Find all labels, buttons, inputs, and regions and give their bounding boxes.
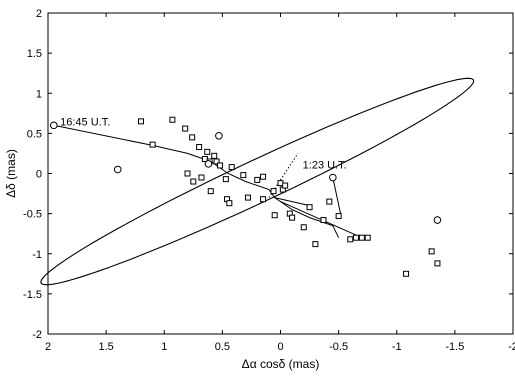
square-point (196, 144, 203, 151)
connector-line (274, 197, 310, 207)
x-tick-label: -0.5 (329, 341, 348, 353)
lines-layer (53, 124, 363, 239)
track-line (53, 124, 340, 238)
x-tick-label: 0.5 (215, 341, 230, 353)
square-point (306, 204, 313, 211)
square-point (260, 173, 267, 180)
square-point (244, 194, 251, 201)
circle-point (113, 165, 122, 174)
connector-line (332, 177, 342, 216)
y-tick-label: 2 (36, 8, 42, 20)
square-point (222, 176, 229, 183)
square-point (190, 178, 197, 185)
circle-point (433, 216, 442, 224)
y-tick-label: 1.5 (27, 48, 42, 60)
y-tick-label: -1 (32, 249, 42, 261)
square-point (271, 212, 278, 219)
y-tick-label: 0.5 (27, 128, 42, 140)
plot-frame (47, 12, 514, 335)
y-tick-label: 0 (36, 169, 42, 181)
ticks (47, 12, 514, 335)
y-tick-label: -0.5 (23, 209, 42, 221)
circle-point (50, 121, 58, 130)
square-point (270, 188, 277, 195)
square-point (228, 164, 235, 171)
square-point (184, 170, 191, 177)
square-point (289, 214, 296, 221)
x-tick-label: 1 (161, 341, 167, 353)
square-point (213, 158, 220, 165)
square-point (434, 260, 441, 267)
square-point (169, 116, 176, 123)
square-point (198, 174, 205, 181)
points-layer (50, 116, 442, 277)
square-point (364, 234, 371, 241)
square-point (149, 141, 156, 148)
square-point (428, 248, 435, 255)
x-tick-label: 1.5 (98, 341, 113, 353)
square-point (204, 148, 211, 155)
circle-point (204, 160, 213, 168)
circle-point (329, 173, 337, 182)
y-axis-label: Δδ (mas) (4, 149, 18, 198)
square-point (211, 152, 218, 159)
square-point (282, 182, 289, 189)
square-point (240, 172, 247, 179)
square-point (312, 241, 319, 248)
time-annotation: 1:23 U.T. (303, 160, 347, 172)
square-point (300, 224, 307, 231)
x-tick-label: 0 (277, 341, 283, 353)
x-tick-label: -1 (392, 341, 402, 353)
square-point (138, 118, 144, 125)
square-point (260, 196, 267, 203)
square-point (335, 213, 342, 220)
square-point (217, 162, 224, 169)
square-point (353, 234, 360, 241)
time-annotation: 16:45 U.T. (60, 116, 110, 128)
square-point (226, 200, 233, 207)
square-point (207, 188, 214, 195)
x-tick-label: 2 (45, 341, 51, 353)
tick-labels: 2 1.5 1 0.5 0 -0.5 -1 -1.5 -221.510.50-0.5-1-1.5… (23, 8, 515, 353)
x-tick-label: -2 (508, 341, 515, 353)
square-point (358, 234, 365, 241)
square-point (403, 270, 410, 277)
y-tick-label: -2 (32, 329, 42, 341)
error-ellipse (40, 77, 475, 286)
x-axis-label: Δα cosδ (mas) (242, 357, 320, 371)
square-point (326, 198, 333, 205)
square-point (320, 217, 327, 224)
square-point (347, 236, 354, 243)
ellipse-layer (40, 77, 475, 286)
circle-point (215, 131, 223, 140)
y-tick-label: 1 (36, 88, 42, 100)
annotations: 16:45 U.T. 1:23 U.T. (60, 116, 347, 171)
y-tick-label: -1.5 (23, 289, 42, 301)
x-tick-label: -1.5 (445, 341, 464, 353)
square-point (189, 134, 196, 141)
square-point (182, 125, 189, 132)
square-point (254, 176, 261, 183)
